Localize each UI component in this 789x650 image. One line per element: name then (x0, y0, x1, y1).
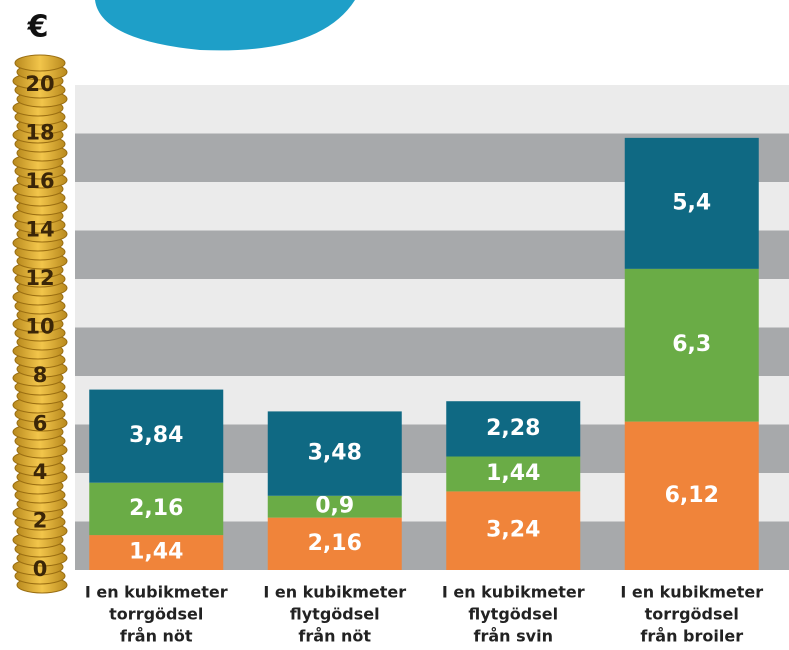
x-tick-label: torrgödsel (109, 605, 203, 624)
y-tick-label: 4 (33, 460, 48, 484)
x-tick-label: flytgödsel (290, 605, 380, 624)
x-tick-label: torrgödsel (645, 605, 739, 624)
x-tick-label: I en kubikmeter (442, 583, 585, 602)
y-tick-label: 16 (25, 169, 54, 193)
y-tick-label: 2 (33, 509, 48, 533)
value-label: 2,16 (129, 496, 183, 521)
y-tick-label: 12 (25, 266, 54, 290)
value-label: 2,16 (308, 531, 362, 556)
x-tick-label: I en kubikmeter (85, 583, 228, 602)
decor-blob (95, 0, 355, 50)
x-tick-label: från nöt (298, 627, 371, 646)
y-tick-label: 10 (25, 315, 54, 339)
x-tick-label: från nöt (120, 627, 193, 646)
y-tick-label: 0 (33, 557, 48, 581)
y-tick-label: 20 (25, 72, 54, 96)
grid-band (75, 85, 789, 134)
y-axis-label: € (27, 10, 49, 45)
y-tick-label: 6 (33, 412, 48, 436)
value-label: 6,12 (665, 483, 719, 508)
value-label: 5,4 (672, 190, 711, 215)
value-label: 2,28 (486, 416, 540, 441)
value-label: 0,9 (315, 494, 354, 519)
y-tick-label: 18 (25, 121, 54, 145)
value-label: 3,24 (486, 518, 540, 543)
y-tick-label: 8 (33, 363, 48, 387)
x-tick-label: flytgödsel (468, 605, 558, 624)
chart: € 0 2 4 6 8 10 12 14 16 18 20 1,44 2,16 3,84 I en kubi… (0, 0, 789, 650)
value-label: 3,48 (308, 441, 362, 466)
value-label: 3,84 (129, 423, 183, 448)
y-tick-label: 14 (25, 218, 54, 242)
x-tick-label: I en kubikmeter (263, 583, 406, 602)
value-label: 1,44 (129, 540, 183, 565)
value-label: 6,3 (672, 332, 711, 357)
x-tick-label: från broiler (640, 627, 743, 646)
coin (15, 55, 65, 71)
x-tick-label: I en kubikmeter (620, 583, 763, 602)
x-tick-label: från svin (474, 627, 553, 646)
value-label: 1,44 (486, 461, 540, 486)
